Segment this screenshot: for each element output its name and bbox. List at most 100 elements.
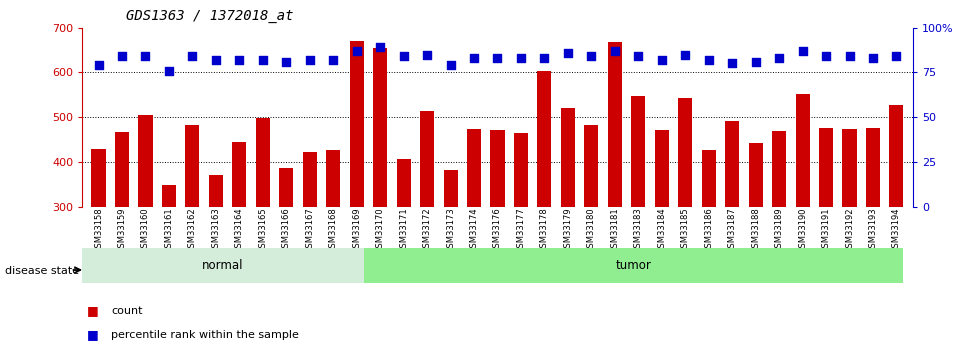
- Bar: [514, 132, 528, 207]
- Bar: [655, 130, 668, 207]
- Bar: [866, 128, 880, 207]
- Text: GSM33188: GSM33188: [752, 207, 760, 253]
- Point: [889, 53, 904, 59]
- Bar: [209, 175, 223, 207]
- Text: GSM33171: GSM33171: [399, 207, 408, 253]
- Point: [185, 53, 200, 59]
- Bar: [608, 42, 622, 207]
- Point: [866, 55, 881, 61]
- Text: ■: ■: [87, 328, 99, 341]
- Point: [349, 48, 364, 54]
- Text: normal: normal: [202, 259, 243, 272]
- Point: [724, 61, 740, 66]
- Bar: [138, 115, 153, 207]
- Point: [419, 52, 435, 57]
- Point: [607, 48, 622, 54]
- Text: GSM33165: GSM33165: [258, 207, 268, 253]
- Bar: [537, 71, 552, 207]
- Point: [560, 50, 576, 56]
- Text: GSM33194: GSM33194: [892, 207, 901, 253]
- Point: [302, 57, 318, 63]
- Text: GSM33177: GSM33177: [517, 207, 526, 253]
- Text: GSM33184: GSM33184: [657, 207, 667, 253]
- Text: GSM33162: GSM33162: [188, 207, 197, 253]
- Point: [772, 55, 787, 61]
- Point: [795, 48, 810, 54]
- Bar: [162, 185, 176, 207]
- Text: GSM33163: GSM33163: [212, 207, 220, 253]
- Point: [631, 53, 646, 59]
- Bar: [561, 108, 575, 207]
- Text: GSM33172: GSM33172: [422, 207, 432, 253]
- Point: [467, 55, 482, 61]
- Bar: [232, 142, 246, 207]
- Text: ■: ■: [87, 304, 99, 317]
- Text: GSM33158: GSM33158: [94, 207, 103, 253]
- Bar: [279, 168, 294, 207]
- Text: GSM33185: GSM33185: [681, 207, 690, 253]
- Bar: [749, 143, 763, 207]
- Text: GSM33161: GSM33161: [164, 207, 174, 253]
- Point: [583, 53, 599, 59]
- Point: [442, 62, 458, 68]
- Point: [91, 62, 106, 68]
- Bar: [327, 150, 340, 207]
- Bar: [467, 129, 481, 207]
- Point: [161, 68, 177, 73]
- Text: GSM33170: GSM33170: [376, 207, 384, 253]
- Bar: [420, 110, 434, 207]
- Text: GSM33176: GSM33176: [493, 207, 502, 253]
- Point: [326, 57, 341, 63]
- FancyBboxPatch shape: [364, 248, 903, 283]
- Text: GSM33164: GSM33164: [235, 207, 243, 253]
- Text: GSM33192: GSM33192: [845, 207, 854, 253]
- Text: GSM33186: GSM33186: [704, 207, 713, 253]
- Bar: [185, 125, 199, 207]
- Text: percentile rank within the sample: percentile rank within the sample: [111, 330, 298, 339]
- Bar: [443, 170, 458, 207]
- Point: [818, 53, 834, 59]
- Text: GSM33179: GSM33179: [563, 207, 573, 253]
- Bar: [772, 131, 786, 207]
- Bar: [890, 105, 903, 207]
- Bar: [631, 96, 645, 207]
- Bar: [491, 130, 504, 207]
- Point: [114, 53, 129, 59]
- Point: [373, 45, 388, 50]
- Text: GSM33174: GSM33174: [469, 207, 478, 253]
- Text: GSM33193: GSM33193: [868, 207, 877, 253]
- Text: GSM33189: GSM33189: [775, 207, 783, 253]
- Bar: [678, 98, 693, 207]
- Bar: [256, 118, 270, 207]
- Text: GDS1363 / 1372018_at: GDS1363 / 1372018_at: [126, 9, 293, 23]
- Text: GSM33160: GSM33160: [141, 207, 150, 253]
- Point: [278, 59, 294, 65]
- Text: GSM33159: GSM33159: [118, 207, 127, 253]
- Point: [537, 55, 553, 61]
- Point: [513, 55, 528, 61]
- Bar: [701, 150, 716, 207]
- Point: [490, 55, 505, 61]
- Bar: [725, 121, 739, 207]
- Bar: [302, 152, 317, 207]
- Text: count: count: [111, 306, 143, 315]
- Text: GSM33180: GSM33180: [587, 207, 596, 253]
- Bar: [92, 149, 105, 207]
- Text: GSM33181: GSM33181: [611, 207, 619, 253]
- Text: GSM33190: GSM33190: [798, 207, 807, 253]
- Bar: [819, 128, 833, 207]
- Text: GSM33183: GSM33183: [634, 207, 642, 253]
- Point: [232, 57, 247, 63]
- Text: GSM33169: GSM33169: [353, 207, 361, 253]
- Text: GSM33191: GSM33191: [821, 207, 831, 253]
- Text: GSM33178: GSM33178: [540, 207, 549, 253]
- Text: GSM33166: GSM33166: [282, 207, 291, 253]
- Bar: [842, 129, 857, 207]
- FancyBboxPatch shape: [82, 248, 364, 283]
- Bar: [397, 159, 411, 207]
- Bar: [373, 48, 387, 207]
- Text: GSM33167: GSM33167: [305, 207, 314, 253]
- Bar: [584, 125, 598, 207]
- Point: [255, 57, 270, 63]
- Point: [748, 59, 763, 65]
